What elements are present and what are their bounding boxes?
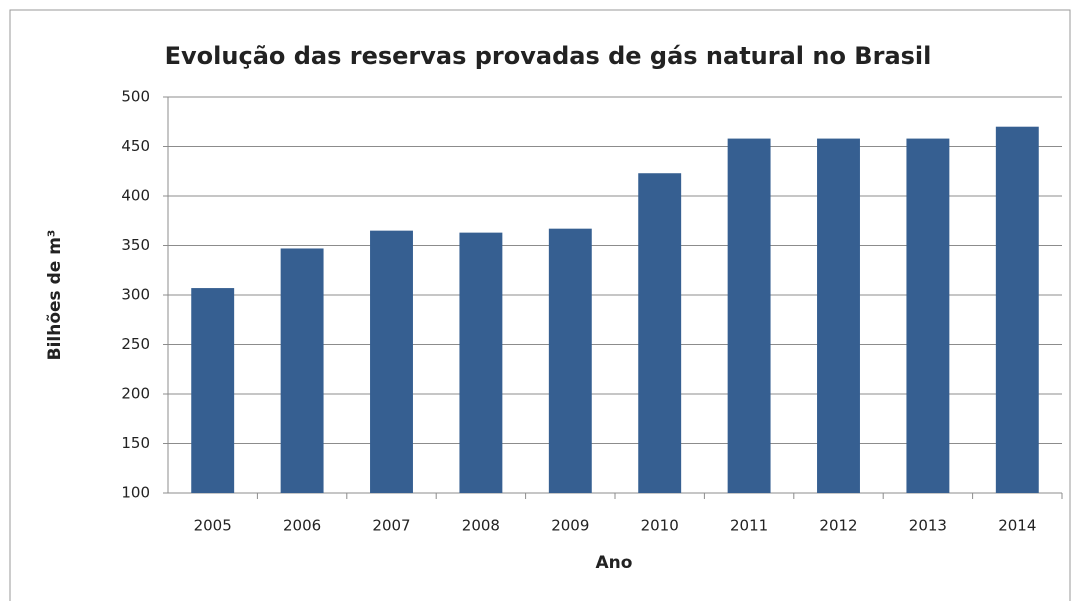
bar <box>638 173 682 494</box>
x-tick-label: 2014 <box>998 517 1036 535</box>
bar <box>191 288 235 493</box>
y-tick-label: 400 <box>121 187 150 205</box>
y-tick-label: 250 <box>121 335 150 353</box>
x-tick-label: 2009 <box>551 517 589 535</box>
bar <box>280 248 324 493</box>
bar <box>906 138 950 493</box>
y-tick-label: 150 <box>121 434 150 452</box>
chart-frame <box>9 9 1071 601</box>
y-tick-label: 450 <box>121 137 150 155</box>
bar <box>817 138 860 493</box>
x-tick-label: 2013 <box>909 517 947 535</box>
y-tick-label: 500 <box>121 88 150 106</box>
bar <box>727 138 771 493</box>
y-tick-label: 300 <box>121 286 150 304</box>
x-tick-label: 2006 <box>283 517 321 535</box>
chart-title: Evolução das reservas provadas de gás na… <box>165 42 932 70</box>
y-tick-label: 200 <box>121 385 150 403</box>
x-tick-label: 2007 <box>372 517 410 535</box>
y-tick-label: 350 <box>121 236 150 254</box>
bar <box>459 232 503 493</box>
y-tick-label: 100 <box>121 484 150 502</box>
bar <box>548 228 592 494</box>
x-axis-label: Ano <box>596 553 633 573</box>
bar <box>995 126 1039 493</box>
y-axis-label: Bilhões de m³ <box>45 230 65 361</box>
x-tick-label: 2005 <box>194 517 232 535</box>
x-tick-label: 2010 <box>641 517 679 535</box>
x-tick-label: 2012 <box>819 517 857 535</box>
x-tick-label: 2008 <box>462 517 500 535</box>
bar <box>370 230 413 493</box>
x-tick-label: 2011 <box>730 517 768 535</box>
